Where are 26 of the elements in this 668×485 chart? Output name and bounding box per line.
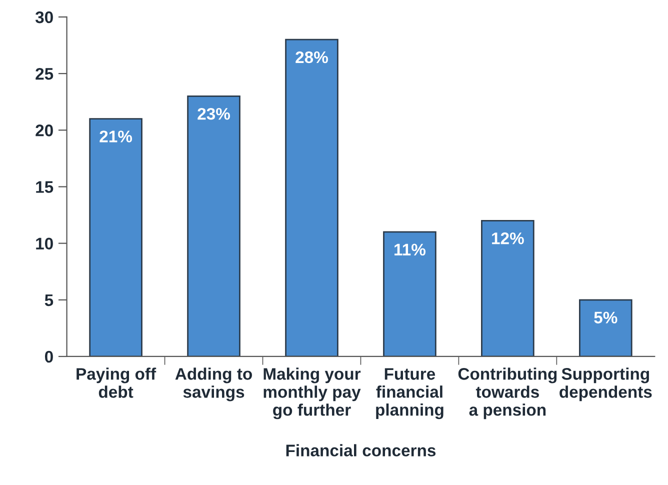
bar (285, 38, 338, 356)
data-label: 11% (394, 244, 426, 256)
bar (187, 95, 240, 356)
x-tick-label: Contributing towards a pension (458, 368, 557, 420)
data-label: 28% (296, 51, 328, 64)
data-label: 21% (100, 130, 132, 142)
bar (89, 118, 142, 356)
bar (481, 220, 534, 356)
data-label: 23% (198, 108, 230, 120)
y-tick-label: 10 (36, 238, 53, 250)
y-tick-label: 5 (44, 294, 54, 306)
x-tick-label: Making your monthly pay go further (264, 368, 361, 420)
x-tick-label: Paying off debt (76, 368, 156, 398)
x-axis-title: Financial concerns (286, 444, 436, 456)
x-tick-label: Future financial planning (376, 368, 444, 420)
data-label: 5% (594, 312, 618, 324)
bar (383, 231, 436, 356)
bar (578, 299, 632, 356)
y-tick-label: 20 (36, 124, 53, 136)
y-tick-label: 0 (44, 350, 53, 363)
y-tick-label: 25 (36, 68, 54, 80)
x-tick-label: Adding to savings (175, 368, 252, 402)
data-label: 12% (492, 232, 524, 244)
x-tick-label: Supporting dependents (560, 368, 652, 402)
y-tick-label: 15 (36, 181, 54, 193)
y-tick-label: 30 (35, 11, 53, 24)
